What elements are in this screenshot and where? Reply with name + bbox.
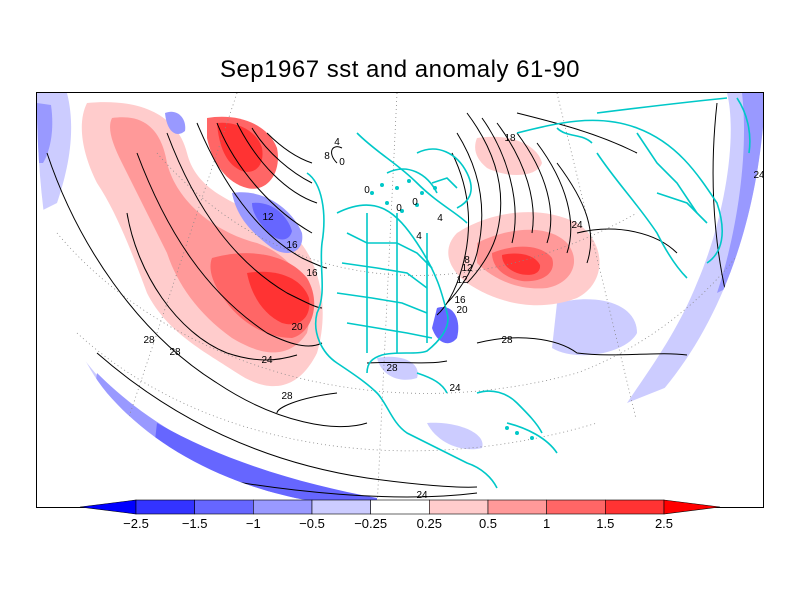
contour-label: 0 <box>339 157 345 168</box>
colorbar: −2.5 −1.5 −1 −0.5 −0.25 0.25 0.5 1 1.5 2.5 <box>79 499 721 531</box>
islands <box>370 179 534 440</box>
contour-label: 24 <box>416 490 428 501</box>
contour-label: 0 <box>396 203 402 214</box>
anomaly-pos-pacific-4 <box>247 271 310 325</box>
contour-label: 16 <box>306 268 318 279</box>
contour-label-layer: 2828242016161284000044812121620242828282… <box>143 133 764 501</box>
contour-label: 4 <box>334 137 340 148</box>
contour-label: 12 <box>456 275 468 286</box>
contour-label: 12 <box>461 263 473 274</box>
anomaly-neg-caribbean <box>427 422 483 450</box>
colorbar-swatches <box>79 499 721 515</box>
colorbar-tick-label: 1 <box>543 516 550 531</box>
anomaly-pos-gulf-alaska-2 <box>217 122 263 172</box>
map-canvas: 2828242016161284000044812121620242828282… <box>37 93 764 507</box>
colorbar-swatch <box>135 499 195 515</box>
colorbar-swatch <box>429 499 489 515</box>
contour-label: 4 <box>416 231 422 242</box>
colorbar-tick-label: −1.5 <box>182 516 208 531</box>
colorbar-tick-label: −0.5 <box>299 516 325 531</box>
contour-label: 20 <box>456 305 468 316</box>
anomaly-pos-labrador <box>475 136 542 175</box>
anomaly-neg-east-atlantic-2 <box>717 93 763 293</box>
contour-label: 18 <box>504 133 516 144</box>
colorbar-tick-label: −2.5 <box>123 516 149 531</box>
colorbar-tick-label: −0.25 <box>354 516 387 531</box>
contour-label: 28 <box>501 335 513 346</box>
contour-label: 8 <box>464 255 470 266</box>
anomaly-neg-aleutian <box>165 111 186 134</box>
contour-label: 0 <box>412 197 418 208</box>
contour-label: 24 <box>261 355 273 366</box>
contour-label: 24 <box>449 383 461 394</box>
colorbar-swatch <box>79 499 137 515</box>
anomaly-neg-gulf-stream <box>432 307 459 344</box>
colorbar-swatch <box>487 499 547 515</box>
colorbar-tick-label: 2.5 <box>655 516 673 531</box>
anomaly-neg-pacific-cell-2 <box>252 202 292 240</box>
colorbar-tick-label: 0.25 <box>417 516 442 531</box>
anomaly-pos-atlantic-4 <box>502 253 541 275</box>
coastlines <box>306 97 751 489</box>
contour-label: 8 <box>324 151 330 162</box>
colorbar-swatch <box>605 499 665 515</box>
colorbar-tick-label: 0.5 <box>479 516 497 531</box>
colorbar-swatch <box>546 499 606 515</box>
anomaly-neg-mid-atlantic <box>552 299 637 356</box>
map-title: Sep1967 sst and anomaly 61-90 <box>219 56 581 83</box>
contour-label: 20 <box>291 322 303 333</box>
contour-label: 28 <box>281 391 293 402</box>
anomaly-neg-west-edge-2 <box>37 103 53 163</box>
contour-label: 0 <box>364 185 370 196</box>
contour-label: 28 <box>386 363 398 374</box>
map-frame: 28 28 24 20 16 16 12 8 4 0 0 0 0 4 4 8 12 12 16 20 24 28 28 28 2… <box>36 92 764 508</box>
colorbar-tick-label: −1 <box>246 516 261 531</box>
colorbar-swatch <box>194 499 254 515</box>
contour-label: 24 <box>571 220 583 231</box>
anomaly-neg-east-atlantic <box>627 93 763 403</box>
contour-label: 28 <box>169 347 181 358</box>
sst-contours <box>46 102 738 498</box>
contour-label: 4 <box>437 213 443 224</box>
colorbar-tick-label: 1.5 <box>596 516 614 531</box>
contour-label: 28 <box>143 335 155 346</box>
colorbar-swatch <box>663 499 721 515</box>
colorbar-swatch <box>370 499 430 515</box>
contour-label: 16 <box>286 240 298 251</box>
contour-label: 24 <box>753 170 764 181</box>
colorbar-swatch <box>311 499 371 515</box>
contour-label: 12 <box>262 212 274 223</box>
contour-label: 16 <box>454 295 466 306</box>
colorbar-swatch <box>253 499 313 515</box>
